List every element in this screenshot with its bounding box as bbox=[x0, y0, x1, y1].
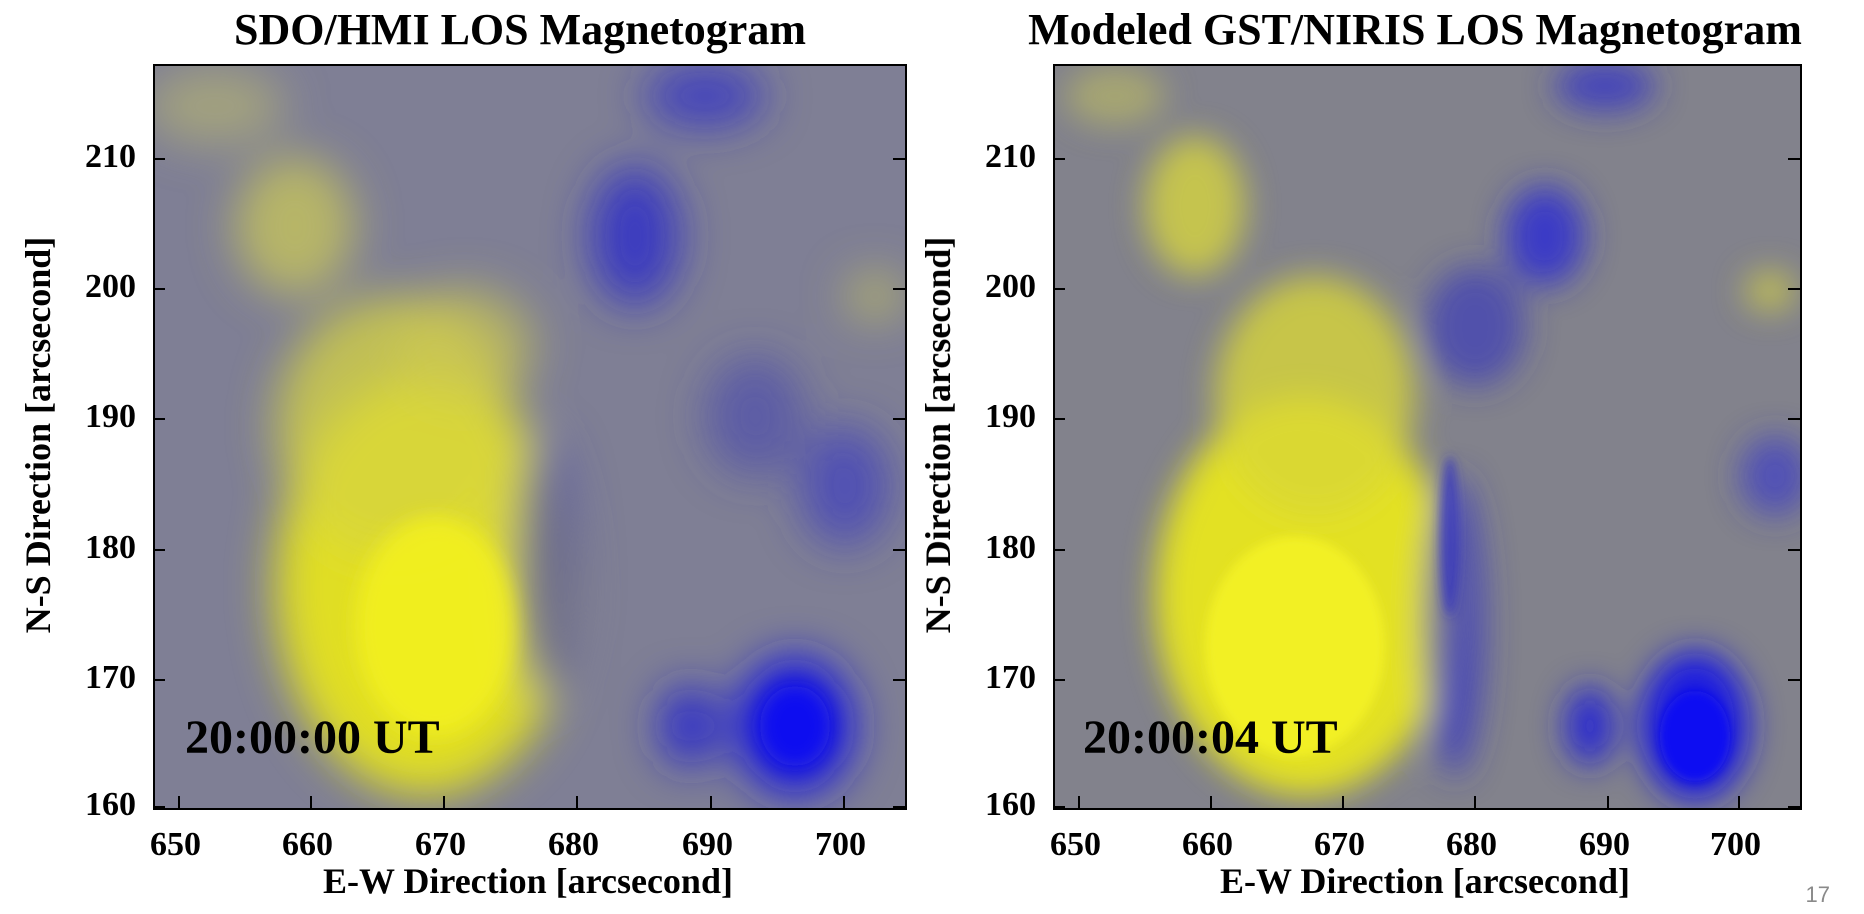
x-tick-label-niris: 700 bbox=[1710, 826, 1761, 863]
y-tick-mark-hmi bbox=[893, 549, 905, 551]
x-tick-label-hmi: 650 bbox=[150, 826, 201, 863]
y-axis-label-hmi: N-S Direction [arcsecond] bbox=[18, 236, 58, 634]
x-tick-mark-niris bbox=[1342, 796, 1344, 808]
x-tick-label-niris: 680 bbox=[1446, 826, 1497, 863]
x-tick-mark-hmi bbox=[576, 796, 578, 808]
y-tick-mark-hmi bbox=[153, 418, 165, 420]
x-tick-mark-niris bbox=[1474, 796, 1476, 808]
y-tick-mark-hmi bbox=[893, 288, 905, 290]
x-axis-label-hmi: E-W Direction [arcsecond] bbox=[323, 861, 733, 901]
x-tick-label-niris: 650 bbox=[1050, 826, 1101, 863]
x-tick-mark-niris bbox=[1078, 796, 1080, 808]
x-axis-label-niris: E-W Direction [arcsecond] bbox=[1220, 861, 1630, 901]
y-tick-mark-niris bbox=[1788, 418, 1800, 420]
x-tick-mark-hmi bbox=[310, 796, 312, 808]
x-tick-mark-niris bbox=[1607, 796, 1609, 808]
x-tick-mark-niris bbox=[1738, 796, 1740, 808]
y-tick-mark-niris bbox=[1053, 288, 1065, 290]
y-tick-label-niris: 180 bbox=[985, 529, 1036, 566]
panel-title-hmi: SDO/HMI LOS Magnetogram bbox=[234, 5, 806, 54]
magnetogram-image-hmi: 20:00:00 UT bbox=[153, 64, 907, 810]
y-tick-mark-hmi bbox=[893, 679, 905, 681]
x-tick-mark-niris bbox=[1210, 796, 1212, 808]
y-axis-label-niris: N-S Direction [arcsecond] bbox=[918, 236, 958, 634]
y-tick-mark-niris bbox=[1053, 806, 1065, 808]
y-tick-label-niris: 200 bbox=[985, 268, 1036, 305]
y-tick-mark-hmi bbox=[153, 549, 165, 551]
x-tick-label-hmi: 700 bbox=[815, 826, 866, 863]
x-tick-label-hmi: 680 bbox=[548, 826, 599, 863]
magnetogram-image-niris: 20:00:04 UT bbox=[1053, 64, 1802, 810]
y-tick-mark-hmi bbox=[153, 806, 165, 808]
x-tick-mark-hmi bbox=[443, 796, 445, 808]
y-tick-label-hmi: 180 bbox=[85, 529, 136, 566]
y-tick-label-niris: 170 bbox=[985, 659, 1036, 696]
page-number: 17 bbox=[1805, 882, 1830, 907]
x-tick-label-hmi: 690 bbox=[682, 826, 733, 863]
y-tick-label-niris: 160 bbox=[985, 786, 1036, 823]
y-tick-label-niris: 210 bbox=[985, 138, 1036, 175]
y-tick-mark-niris bbox=[1053, 549, 1065, 551]
timestamp-hmi: 20:00:00 UT bbox=[185, 711, 440, 764]
x-tick-mark-hmi bbox=[710, 796, 712, 808]
x-tick-label-niris: 670 bbox=[1314, 826, 1365, 863]
y-tick-mark-niris bbox=[1788, 679, 1800, 681]
y-tick-label-hmi: 160 bbox=[85, 786, 136, 823]
y-tick-label-hmi: 200 bbox=[85, 268, 136, 305]
panel-title-niris: Modeled GST/NIRIS LOS Magnetogram bbox=[1028, 5, 1802, 54]
magnetogram-map-niris bbox=[1055, 66, 1800, 808]
y-tick-label-hmi: 190 bbox=[85, 398, 136, 435]
y-tick-mark-hmi bbox=[893, 158, 905, 160]
y-tick-mark-niris bbox=[1053, 418, 1065, 420]
x-tick-mark-hmi bbox=[178, 796, 180, 808]
y-tick-mark-hmi bbox=[153, 158, 165, 160]
y-tick-label-hmi: 170 bbox=[85, 659, 136, 696]
y-tick-label-hmi: 210 bbox=[85, 138, 136, 175]
x-tick-label-niris: 690 bbox=[1579, 826, 1630, 863]
y-tick-mark-niris bbox=[1053, 679, 1065, 681]
y-tick-mark-hmi bbox=[893, 806, 905, 808]
y-tick-label-niris: 190 bbox=[985, 398, 1036, 435]
y-tick-mark-niris bbox=[1788, 288, 1800, 290]
x-tick-label-niris: 660 bbox=[1182, 826, 1233, 863]
y-tick-mark-niris bbox=[1788, 158, 1800, 160]
x-tick-label-hmi: 670 bbox=[415, 826, 466, 863]
magnetogram-map-hmi bbox=[155, 66, 905, 808]
y-tick-mark-niris bbox=[1788, 806, 1800, 808]
y-tick-mark-hmi bbox=[893, 418, 905, 420]
y-tick-mark-hmi bbox=[153, 679, 165, 681]
y-tick-mark-niris bbox=[1788, 549, 1800, 551]
x-tick-label-hmi: 660 bbox=[282, 826, 333, 863]
timestamp-niris: 20:00:04 UT bbox=[1083, 711, 1338, 764]
x-tick-mark-hmi bbox=[843, 796, 845, 808]
y-tick-mark-niris bbox=[1053, 158, 1065, 160]
y-tick-mark-hmi bbox=[153, 288, 165, 290]
